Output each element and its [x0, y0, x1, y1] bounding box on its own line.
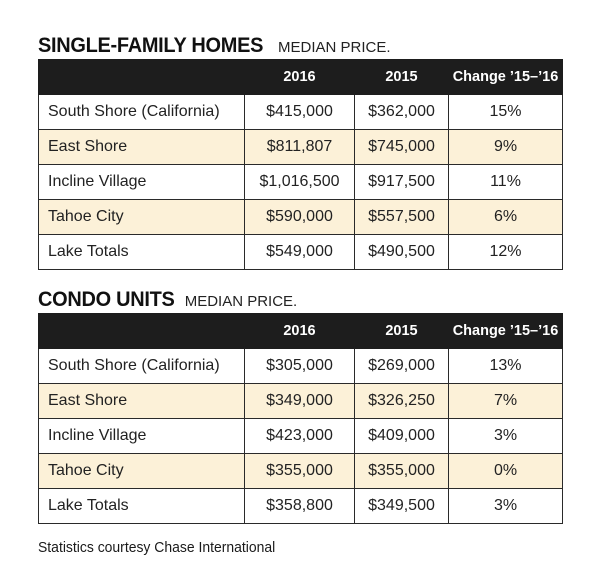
table-header-row: 2016 2015 Change ’15–’16	[38, 59, 563, 95]
region-cell: Incline Village	[38, 418, 245, 454]
price-2015-cell: $490,500	[354, 234, 449, 270]
single-family-title-row: SINGLE-FAMILY HOMES MEDIAN PRICE.	[38, 33, 562, 59]
region-cell: South Shore (California)	[38, 94, 245, 130]
table-row: Lake Totals $549,000 $490,500 12%	[38, 234, 563, 270]
change-cell: 9%	[448, 129, 563, 165]
region-cell: Lake Totals	[38, 488, 245, 524]
condo-subtitle: MEDIAN PRICE.	[184, 293, 298, 310]
table-row: South Shore (California) $415,000 $362,0…	[38, 94, 563, 130]
table-row: Incline Village $1,016,500 $917,500 11%	[38, 164, 563, 200]
header-2015: 2015	[354, 313, 449, 349]
header-2015: 2015	[354, 59, 449, 95]
region-cell: East Shore	[38, 129, 245, 165]
header-2016: 2016	[244, 59, 355, 95]
region-cell: East Shore	[38, 383, 245, 419]
change-cell: 13%	[448, 348, 563, 384]
price-2015-cell: $362,000	[354, 94, 449, 130]
table-row: East Shore $349,000 $326,250 7%	[38, 383, 563, 419]
price-2015-cell: $745,000	[354, 129, 449, 165]
region-cell: Tahoe City	[38, 199, 245, 235]
single-family-title: SINGLE-FAMILY HOMES	[38, 34, 264, 57]
region-cell: Lake Totals	[38, 234, 245, 270]
price-2016-cell: $811,807	[244, 129, 355, 165]
change-cell: 11%	[448, 164, 563, 200]
table-row: Incline Village $423,000 $409,000 3%	[38, 418, 563, 454]
price-2016-cell: $590,000	[244, 199, 355, 235]
price-2016-cell: $355,000	[244, 453, 355, 489]
single-family-table: 2016 2015 Change ’15–’16 South Shore (Ca…	[38, 59, 563, 270]
table-row: Tahoe City $590,000 $557,500 6%	[38, 199, 563, 235]
condo-title: CONDO UNITS	[38, 288, 175, 311]
header-2016: 2016	[244, 313, 355, 349]
price-2016-cell: $549,000	[244, 234, 355, 270]
change-cell: 0%	[448, 453, 563, 489]
price-2015-cell: $917,500	[354, 164, 449, 200]
change-cell: 6%	[448, 199, 563, 235]
price-2015-cell: $355,000	[354, 453, 449, 489]
change-cell: 7%	[448, 383, 563, 419]
price-2015-cell: $409,000	[354, 418, 449, 454]
change-cell: 3%	[448, 488, 563, 524]
table-row: Lake Totals $358,800 $349,500 3%	[38, 488, 563, 524]
condo-title-row: CONDO UNITS MEDIAN PRICE.	[38, 287, 562, 313]
price-2016-cell: $415,000	[244, 94, 355, 130]
header-region	[38, 313, 245, 349]
condo-table: 2016 2015 Change ’15–’16 South Shore (Ca…	[38, 313, 563, 524]
header-change: Change ’15–’16	[448, 59, 563, 95]
change-cell: 3%	[448, 418, 563, 454]
condo-section: CONDO UNITS MEDIAN PRICE. 2016 2015 Chang…	[38, 287, 563, 524]
region-cell: Tahoe City	[38, 453, 245, 489]
table-header-row: 2016 2015 Change ’15–’16	[38, 313, 563, 349]
change-cell: 15%	[448, 94, 563, 130]
source-note: Statistics courtesy Chase International	[38, 539, 276, 556]
price-2016-cell: $358,800	[244, 488, 355, 524]
table-row: Tahoe City $355,000 $355,000 0%	[38, 453, 563, 489]
price-2016-cell: $349,000	[244, 383, 355, 419]
region-cell: Incline Village	[38, 164, 245, 200]
region-cell: South Shore (California)	[38, 348, 245, 384]
price-2015-cell: $557,500	[354, 199, 449, 235]
price-2016-cell: $423,000	[244, 418, 355, 454]
price-2015-cell: $349,500	[354, 488, 449, 524]
price-2016-cell: $1,016,500	[244, 164, 355, 200]
price-2016-cell: $305,000	[244, 348, 355, 384]
header-region	[38, 59, 245, 95]
single-family-subtitle: MEDIAN PRICE.	[278, 39, 391, 56]
single-family-section: SINGLE-FAMILY HOMES MEDIAN PRICE. 2016 20…	[38, 33, 563, 270]
header-change: Change ’15–’16	[448, 313, 563, 349]
price-2015-cell: $326,250	[354, 383, 449, 419]
table-row: East Shore $811,807 $745,000 9%	[38, 129, 563, 165]
change-cell: 12%	[448, 234, 563, 270]
price-2015-cell: $269,000	[354, 348, 449, 384]
table-row: South Shore (California) $305,000 $269,0…	[38, 348, 563, 384]
